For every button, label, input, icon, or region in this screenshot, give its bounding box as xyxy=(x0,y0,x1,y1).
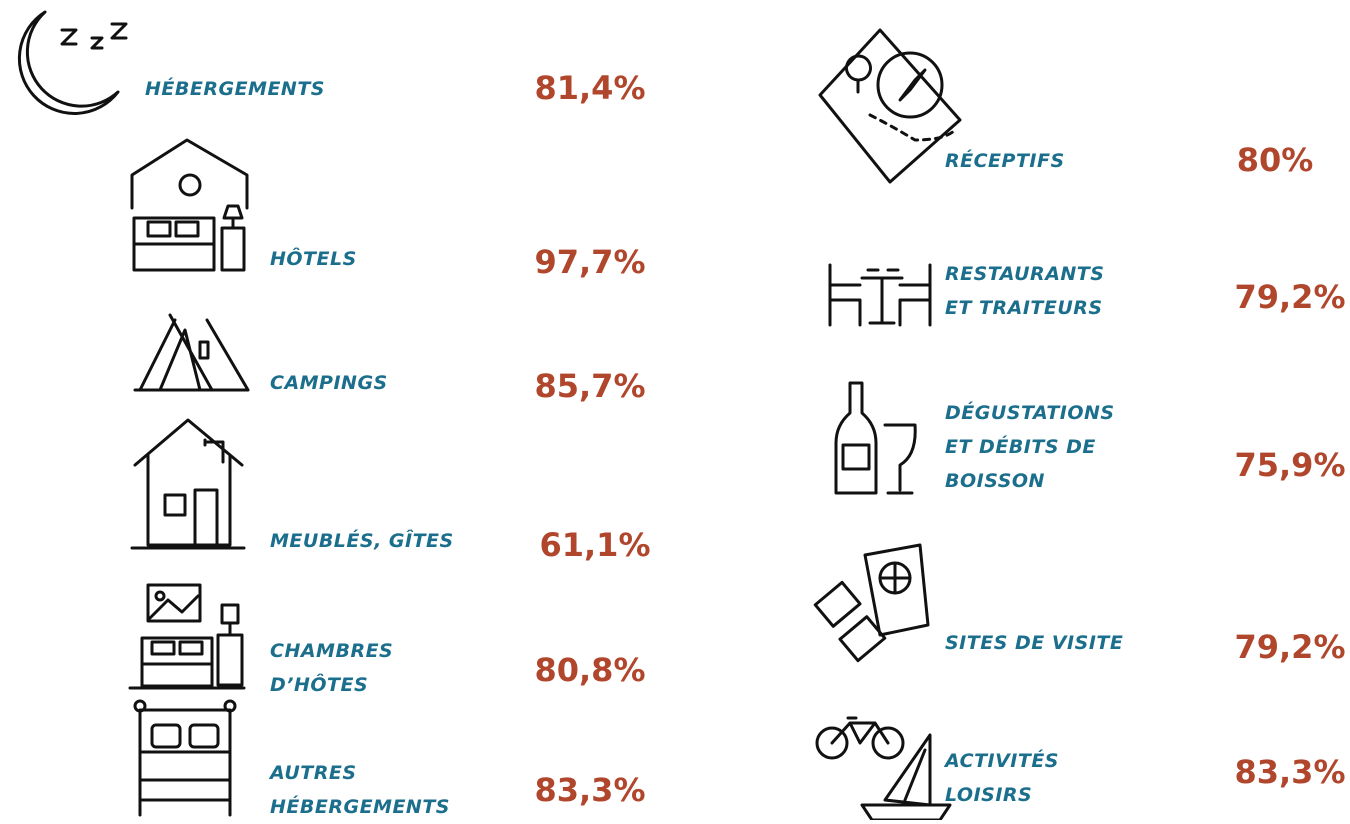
label-line: RÉCEPTIFS xyxy=(945,150,1065,172)
label-line: CAMPINGS xyxy=(270,372,388,394)
guesthouse-icon xyxy=(128,583,246,690)
label-line: BOISSON xyxy=(945,470,1045,492)
label-line: AUTRES xyxy=(270,762,357,784)
wine-icon xyxy=(834,381,917,495)
label-line: ACTIVITÉS xyxy=(945,750,1059,772)
bike-boat-icon xyxy=(815,716,952,820)
item-label: HÉBERGEMENTS xyxy=(145,72,325,106)
label-line: HÔTELS xyxy=(270,248,357,270)
label-line: SITES DE VISITE xyxy=(945,632,1124,654)
item-value: 79,2% xyxy=(1234,278,1346,316)
item-value: 81,4% xyxy=(534,69,646,107)
item-value: 83,3% xyxy=(1234,753,1346,791)
hotel-icon xyxy=(130,138,249,272)
item-label: CHAMBRES D’HÔTES xyxy=(270,634,393,702)
label-line: ET DÉBITS DE xyxy=(945,436,1096,458)
house-icon xyxy=(130,418,246,550)
tent-icon xyxy=(133,313,250,392)
binoculars-icon xyxy=(813,543,930,663)
item-value: 80% xyxy=(1236,141,1314,179)
item-value: 83,3% xyxy=(534,771,646,809)
item-label: HÔTELS xyxy=(270,242,357,276)
label-line: ET TRAITEURS xyxy=(945,297,1103,319)
item-value: 85,7% xyxy=(534,367,646,405)
label-line: RESTAURANTS xyxy=(945,263,1105,285)
moon-icon xyxy=(17,10,120,115)
label-line: HÉBERGEMENTS xyxy=(145,78,325,100)
item-label: SITES DE VISITE xyxy=(945,626,1123,660)
item-value: 75,9% xyxy=(1234,446,1346,484)
restaurant-icon xyxy=(828,263,932,327)
label-line: MEUBLÉS, GÎTES xyxy=(270,530,454,552)
item-label: AUTRES HÉBERGEMENTS xyxy=(270,756,450,824)
item-label: RESTAURANTS ET TRAITEURS xyxy=(945,257,1104,325)
map-icon xyxy=(818,28,962,184)
item-label: MEUBLÉS, GÎTES xyxy=(270,524,454,558)
item-label: RÉCEPTIFS xyxy=(945,144,1065,178)
zzz-icon xyxy=(60,22,128,50)
label-line: HÉBERGEMENTS xyxy=(270,796,450,818)
label-line: LOISIRS xyxy=(945,784,1033,806)
item-label: ACTIVITÉS LOISIRS xyxy=(945,744,1059,812)
label-line: DÉGUSTATIONS xyxy=(945,402,1115,424)
item-label: CAMPINGS xyxy=(270,366,388,400)
bed-icon xyxy=(133,699,237,817)
item-label: DÉGUSTATIONS ET DÉBITS DE BOISSON xyxy=(945,396,1115,498)
item-value: 61,1% xyxy=(539,526,651,564)
item-value: 79,2% xyxy=(1234,628,1346,666)
label-line: D’HÔTES xyxy=(270,674,369,696)
item-value: 97,7% xyxy=(534,243,646,281)
label-line: CHAMBRES xyxy=(270,640,394,662)
item-value: 80,8% xyxy=(534,651,646,689)
